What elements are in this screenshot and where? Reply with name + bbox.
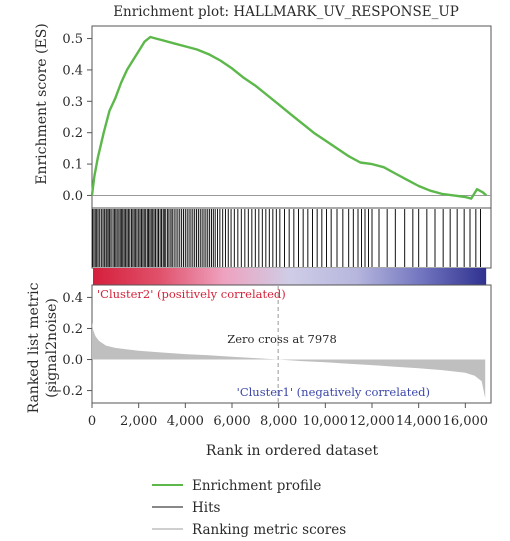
x-tick-label: 16,000 [443,414,489,429]
x-tick-label: 6,000 [213,414,250,429]
metric-y-tick-label: 0.2 [62,322,83,337]
es-y-tick-label: 0.0 [62,189,83,204]
legend-label: Ranking metric scores [192,522,346,538]
x-tick-label: 10,000 [303,414,349,429]
es-y-tick-label: 0.3 [62,95,83,110]
metric-y-tick-label: 0.0 [62,353,83,368]
positive-correlation-label: 'Cluster2' (positively correlated) [97,287,286,301]
metric-y-tick-label: −0.2 [51,384,83,399]
ranking-metric-area [92,322,486,399]
metric-axis-label-line1: Ranked list metric [26,282,42,413]
x-tick-label: 14,000 [396,414,442,429]
enrichment-profile-line [90,35,488,200]
hits-panel-frame [91,207,492,269]
x-axis-label: Rank in ordered dataset [206,443,379,459]
legend-label: Enrichment profile [192,478,321,494]
es-panel-frame [91,25,492,209]
metric-y-tick-label: 0.4 [62,291,83,306]
x-tick-label: 12,000 [349,414,395,429]
x-tick-label: 8,000 [260,414,297,429]
x-tick-label: 4,000 [167,414,204,429]
legend-label: Hits [192,500,221,516]
es-y-tick-label: 0.2 [62,126,83,141]
es-y-tick-label: 0.4 [62,63,83,78]
negative-correlation-label: 'Cluster1' (negatively correlated) [237,385,430,399]
x-tick-label: 2,000 [120,414,157,429]
es-y-tick-label: 0.5 [62,32,83,47]
es-y-tick-label: 0.1 [62,158,83,173]
es-axis-label: Enrichment score (ES) [34,23,50,185]
x-tick-label: 0 [88,414,96,429]
ranking-heatbar [93,268,487,285]
zero-cross-label: Zero cross at 7978 [227,332,337,346]
metric-axis-label-line2: (signal2noise) [44,298,60,398]
chart-title: Enrichment plot: HALLMARK_UV_RESPONSE_UP [113,4,459,20]
